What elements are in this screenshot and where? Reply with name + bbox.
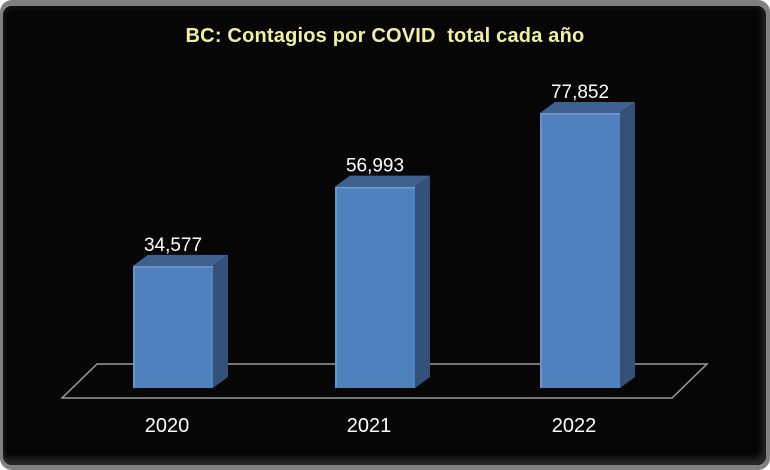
bar-front-face-2022 bbox=[540, 113, 620, 388]
value-label-2020: 34,577 bbox=[144, 235, 202, 256]
floor-outline bbox=[60, 363, 709, 399]
category-label-2021: 2021 bbox=[347, 415, 392, 437]
bar-side-face-2020 bbox=[213, 254, 228, 388]
bar-front-face-2020 bbox=[133, 265, 213, 388]
chart-title: BC: Contagios por COVID total cada año bbox=[185, 25, 585, 47]
bar-top-face-2022 bbox=[540, 102, 635, 113]
bar-edge-highlight bbox=[133, 266, 213, 388]
bar-edge-highlight bbox=[335, 186, 415, 388]
bar-edge-highlight bbox=[540, 113, 620, 388]
bar-side-face-2021 bbox=[415, 175, 430, 388]
category-label-2020: 2020 bbox=[145, 415, 190, 437]
bar-top-face-2020 bbox=[133, 254, 228, 266]
value-label-2021: 56,993 bbox=[346, 156, 404, 177]
bar-front-face-2021 bbox=[335, 186, 415, 388]
value-label-2022: 77,852 bbox=[551, 82, 609, 103]
bar-side-face-2022 bbox=[620, 102, 635, 388]
bar-top-face-2021 bbox=[335, 175, 430, 187]
category-label-2022: 2022 bbox=[552, 415, 597, 437]
